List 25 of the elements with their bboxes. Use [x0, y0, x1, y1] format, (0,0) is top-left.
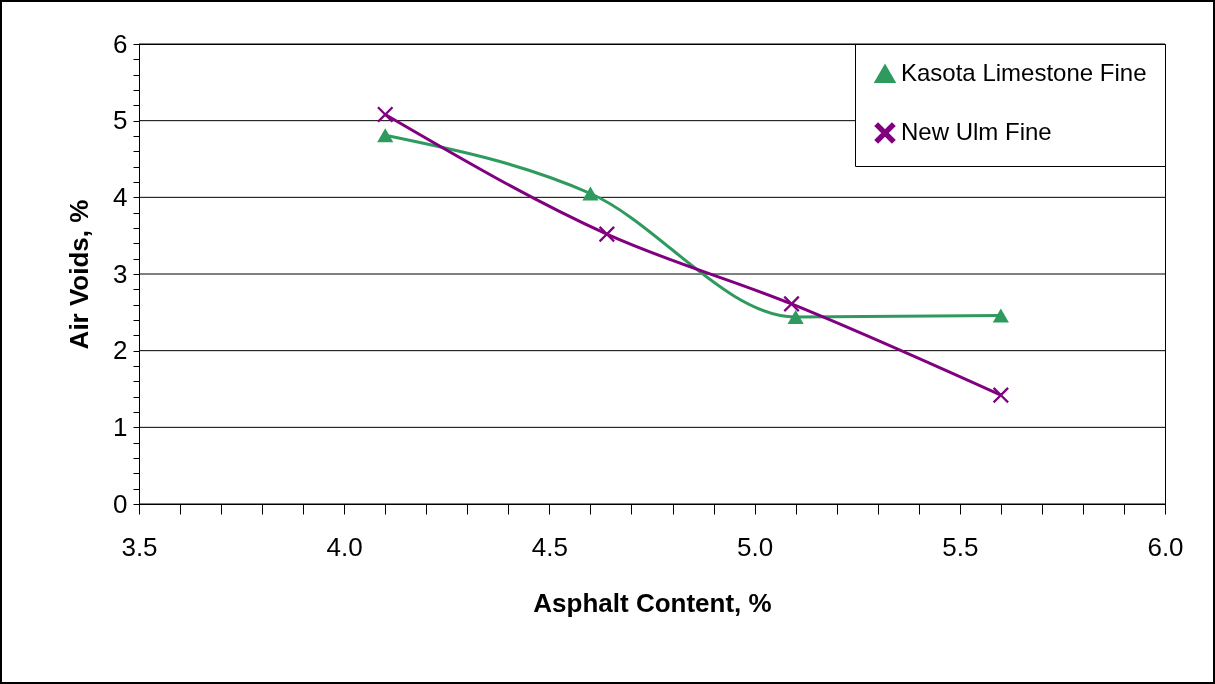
x-tick-label: 3.5 [121, 531, 158, 562]
point [992, 308, 1009, 323]
point [787, 309, 804, 324]
point [377, 106, 394, 123]
point [992, 387, 1009, 404]
x-tick-label: 4.5 [531, 531, 568, 562]
x-tick-label: 5.5 [942, 531, 979, 562]
x-tick-label: 4.0 [326, 531, 363, 562]
y-tick-label: 3 [113, 258, 128, 289]
point [783, 295, 800, 312]
y-tick-label: 6 [113, 28, 128, 59]
y-tick-label: 5 [113, 105, 128, 136]
y-tick-label: 2 [113, 335, 128, 366]
y-tick-label: 4 [113, 181, 128, 212]
point [377, 128, 394, 143]
x-tick-label: 5.0 [737, 531, 774, 562]
point [582, 186, 599, 201]
legend-label: Kasota Limestone Fine [901, 59, 1147, 86]
y-tick-label: 1 [113, 411, 128, 442]
point [598, 226, 615, 243]
y-tick-label: 0 [113, 488, 128, 519]
x-tick-label: 6.0 [1147, 531, 1184, 562]
legend-label: New Ulm Fine [901, 118, 1052, 145]
x-axis-title: Asphalt Content, % [533, 587, 772, 618]
y-axis-title: Air Voids, % [64, 199, 95, 350]
